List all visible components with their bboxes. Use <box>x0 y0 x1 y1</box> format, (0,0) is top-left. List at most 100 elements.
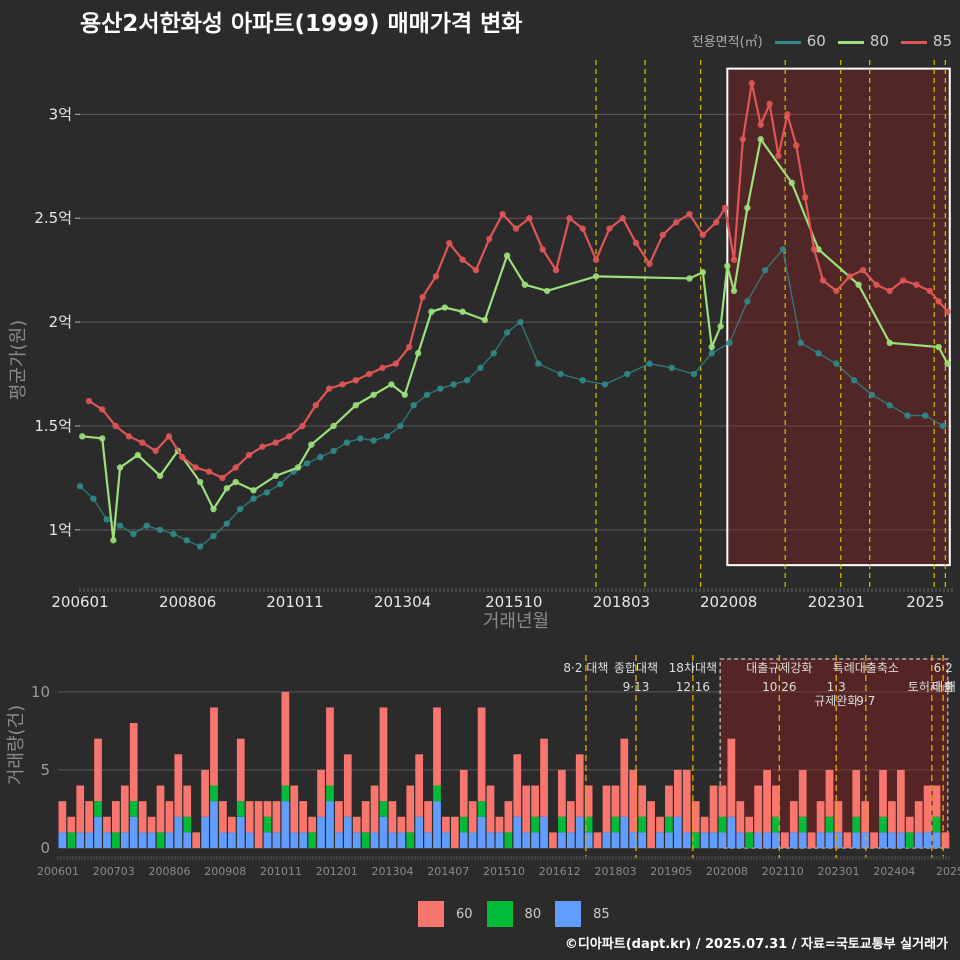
data-point <box>245 451 253 459</box>
bar-60 <box>370 785 379 833</box>
data-point <box>76 483 84 490</box>
bar-60 <box>656 816 664 833</box>
data-point <box>690 370 698 378</box>
data-point <box>724 262 731 270</box>
bar-85 <box>789 832 798 848</box>
legend-swatch-85 <box>900 40 927 44</box>
bar-85 <box>281 801 290 848</box>
bar-60 <box>789 801 798 833</box>
bar-60 <box>718 785 727 817</box>
bar-85 <box>665 832 673 848</box>
data-point <box>766 100 773 108</box>
bar-85 <box>825 832 834 848</box>
bar-85 <box>575 816 584 848</box>
x-tick-label: 201304 <box>374 593 431 611</box>
data-point <box>463 377 471 384</box>
bar-60 <box>852 769 861 817</box>
data-point <box>259 443 266 450</box>
bar-60 <box>317 769 325 817</box>
data-point <box>503 329 511 336</box>
x-tick-label: 202301 <box>818 865 860 878</box>
data-point <box>708 350 715 357</box>
data-point <box>632 239 640 247</box>
x-axis-title: 거래년월 <box>483 611 549 632</box>
bar-85 <box>584 832 593 848</box>
y-tick-label: 10 <box>31 683 50 701</box>
data-point <box>499 210 506 218</box>
data-point <box>156 526 164 534</box>
bar-85 <box>629 832 638 848</box>
data-point <box>272 472 279 480</box>
bar-60 <box>227 816 236 833</box>
data-point <box>277 480 284 488</box>
bar-60 <box>201 769 209 817</box>
bar-60 <box>558 769 566 817</box>
bar-85 <box>397 832 406 848</box>
legend-item-80: 80 <box>832 32 889 50</box>
bar-60 <box>638 785 647 817</box>
volume-legend-swatch-85 <box>555 901 582 927</box>
x-tick-label: 200703 <box>93 865 135 878</box>
bar-60 <box>281 691 290 786</box>
bar-60 <box>700 816 709 833</box>
bar-60 <box>424 801 432 833</box>
bar-85 <box>540 816 548 848</box>
legend-swatch-60 <box>774 40 801 44</box>
bar-85 <box>495 832 504 848</box>
data-point <box>441 304 449 311</box>
bar-80 <box>210 785 218 802</box>
bar-85 <box>754 832 762 848</box>
data-point <box>646 360 653 367</box>
bar-60 <box>914 801 923 833</box>
event-label: 규제완화 <box>814 694 858 708</box>
bar-85 <box>852 832 861 848</box>
bar-80 <box>236 801 245 817</box>
data-point <box>543 287 551 295</box>
data-point <box>699 269 707 276</box>
data-point <box>886 401 893 409</box>
data-point <box>935 343 942 351</box>
data-point <box>566 215 573 222</box>
bar-85 <box>682 832 691 848</box>
bar-60 <box>290 785 299 833</box>
bar-80 <box>112 832 120 848</box>
x-tick-label: 200908 <box>204 865 246 878</box>
bar-60 <box>593 832 602 848</box>
event-label: 대출규제강화 <box>746 661 812 675</box>
data-point <box>437 385 444 392</box>
data-point <box>183 537 190 544</box>
bar-85 <box>415 816 424 848</box>
y-tick-label: 1억 <box>49 521 72 539</box>
data-point <box>459 308 466 315</box>
data-point <box>472 266 480 274</box>
series-80 <box>79 136 951 544</box>
x-tick-label: 200601 <box>51 593 108 611</box>
x-tick-label: 200806 <box>159 593 216 611</box>
volume-legend-label-60: 60 <box>456 906 473 922</box>
bar-85 <box>932 832 941 848</box>
data-point <box>788 179 796 187</box>
bar-60 <box>210 707 218 786</box>
data-point <box>784 111 791 118</box>
bar-60 <box>183 785 192 817</box>
bar-80 <box>852 816 861 833</box>
data-point <box>721 204 729 212</box>
bar-85 <box>165 832 174 848</box>
data-point <box>490 350 497 357</box>
bar-85 <box>923 832 932 848</box>
volume-legend-label-80: 80 <box>524 906 542 922</box>
bar-60 <box>450 816 459 848</box>
bar-60 <box>165 801 174 833</box>
bar-80 <box>558 816 566 833</box>
bar-60 <box>888 801 896 833</box>
bar-85 <box>673 816 682 848</box>
series-60 <box>76 246 947 550</box>
bar-60 <box>504 801 513 833</box>
data-point <box>793 142 800 149</box>
bar-80 <box>905 832 914 848</box>
bar-85 <box>326 801 334 848</box>
data-point <box>935 298 942 305</box>
data-point <box>308 441 315 448</box>
data-point <box>134 451 142 459</box>
bar-85 <box>468 832 477 848</box>
